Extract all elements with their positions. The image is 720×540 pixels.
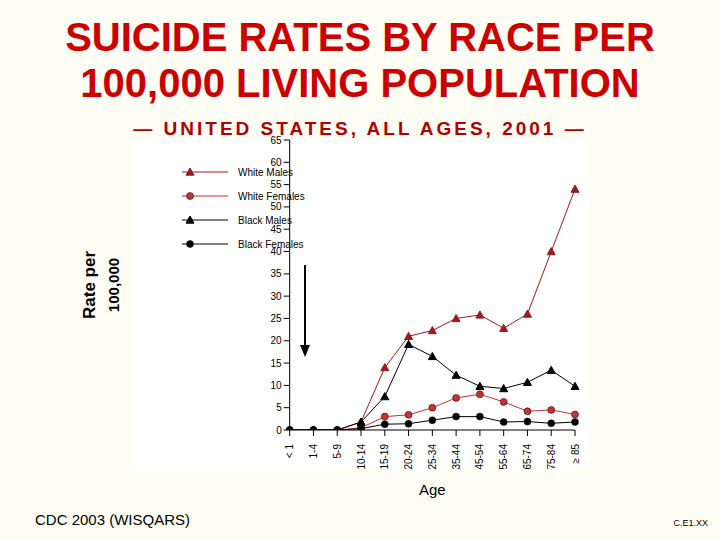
svg-text:10-14: 10-14: [356, 444, 367, 470]
svg-text:25-34: 25-34: [427, 444, 438, 470]
svg-text:35-44: 35-44: [451, 444, 462, 470]
svg-text:100,000: 100,000: [105, 258, 122, 312]
svg-text:20-24: 20-24: [403, 444, 414, 470]
svg-text:Age: Age: [419, 481, 446, 498]
svg-text:< 1: < 1: [284, 444, 295, 459]
svg-text:50: 50: [271, 201, 283, 212]
svg-text:65-74: 65-74: [522, 444, 533, 470]
svg-text:55-64: 55-64: [498, 444, 509, 470]
svg-text:1-4: 1-4: [308, 444, 319, 459]
svg-text:0: 0: [276, 425, 282, 436]
svg-text:20: 20: [271, 335, 283, 346]
svg-text:30: 30: [271, 291, 283, 302]
svg-text:45-54: 45-54: [474, 444, 485, 470]
svg-text:65: 65: [271, 135, 283, 146]
svg-text:35: 35: [271, 268, 283, 279]
svg-text:≥ 85: ≥ 85: [570, 444, 581, 464]
svg-text:45: 45: [271, 224, 283, 235]
svg-text:75-84: 75-84: [546, 444, 557, 470]
svg-text:15: 15: [271, 358, 283, 369]
svg-text:60: 60: [271, 157, 283, 168]
svg-text:Rate per: Rate per: [80, 251, 99, 319]
svg-text:15-19: 15-19: [379, 444, 390, 470]
svg-text:25: 25: [271, 313, 283, 324]
svg-text:5-9: 5-9: [332, 444, 343, 459]
svg-text:5: 5: [276, 402, 282, 413]
svg-text:55: 55: [271, 179, 283, 190]
svg-text:10: 10: [271, 380, 283, 391]
svg-text:40: 40: [271, 246, 283, 257]
